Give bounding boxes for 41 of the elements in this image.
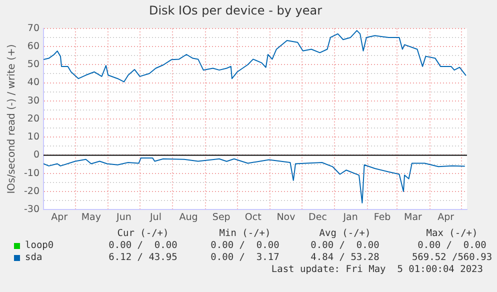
text: Avg (-/+) (319, 228, 371, 240)
x-tick-label: Nov (276, 212, 296, 223)
y-tick-label: -10 (24, 168, 40, 179)
y-tick-label: 30 (27, 95, 40, 106)
x-tick-label: Apr (51, 212, 68, 223)
x-tick-label: Jul (149, 212, 162, 223)
y-tick-label: 60 (27, 40, 40, 52)
x-tick-label: Feb (374, 212, 391, 223)
y-tick-label: -20 (24, 186, 40, 197)
legend-label: sda (25, 252, 42, 264)
text: Last update: Fri May 5 01:00:04 2023 (271, 264, 483, 276)
y-tick-label: 10 (27, 132, 40, 143)
x-tick-label: Sep (212, 212, 230, 223)
text: Min (-/+) (219, 228, 271, 240)
text: 0.00 / 0.00 (418, 240, 486, 252)
text: 4.84 / 53.28 (310, 252, 380, 264)
y-tick-label: -30 (24, 204, 40, 216)
x-tick-label: Jun (116, 212, 132, 223)
text: 569.52 /560.93 (412, 252, 492, 264)
text: 0.00 / 0.00 (210, 240, 280, 252)
x-tick-label: Mar (404, 212, 422, 223)
text: 0.00 / 0.00 (108, 240, 178, 252)
y-tick-label: 0 (33, 150, 40, 161)
text: 0.00 / 3.17 (210, 252, 280, 264)
x-tick-label: Aug (179, 212, 198, 223)
x-tick-label: Dec (308, 212, 327, 223)
x-tick-label: Oct (244, 212, 262, 223)
text: Max (-/+) (426, 228, 478, 240)
text: 0.00 / 0.00 (310, 240, 380, 252)
x-tick-label: Jan (342, 212, 358, 223)
text: Cur (-/+) (117, 228, 169, 240)
y-axis-title: IOs/second read (-) / write (+) (6, 44, 18, 194)
y-tick-label: 20 (27, 113, 40, 124)
legend-label: loop0 (25, 240, 54, 252)
y-tick-label: 40 (27, 77, 40, 88)
y-tick-label: 70 (27, 22, 40, 34)
x-tick-label: May (81, 212, 102, 223)
x-tick-label: Apr (438, 212, 454, 223)
chart-title: Disk IOs per device - by year (148, 3, 322, 18)
text: 6.12 / 43.95 (108, 252, 178, 264)
y-tick-label: 50 (27, 59, 40, 70)
